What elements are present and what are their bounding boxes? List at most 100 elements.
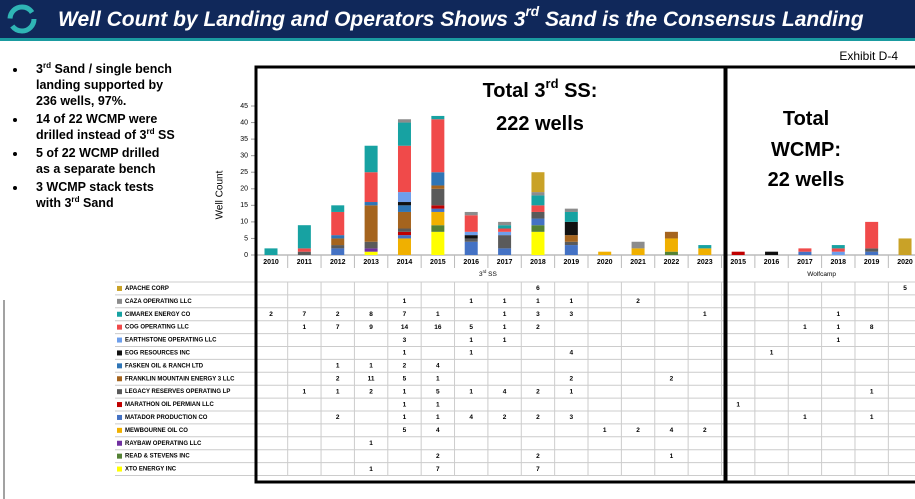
bar-segment — [431, 185, 445, 189]
annotation: 222 wells — [496, 113, 584, 135]
table-cell: 1 — [403, 414, 407, 421]
bar-segment — [331, 248, 345, 255]
legend-swatch — [117, 285, 122, 291]
superscript: rd — [71, 195, 79, 204]
legend-label: CIMAREX ENERGY CO — [125, 312, 191, 318]
x-tick-label: 2014 — [397, 259, 413, 266]
bar-segment — [431, 231, 445, 255]
x-tick-label: 2018 — [831, 259, 847, 266]
table-cell: 3 — [570, 414, 574, 421]
table-cell: 1 — [703, 311, 707, 318]
bullet-text: 5 of 22 WCMP drilled — [36, 146, 159, 160]
legend-label: MARATHON OIL PERMIAN LLC — [125, 402, 214, 408]
bar-segment — [297, 248, 311, 252]
bar-segment — [531, 172, 545, 193]
bar-segment — [431, 225, 445, 232]
bar-segment — [397, 235, 411, 239]
bar-segment — [831, 251, 845, 255]
legend-label: READ & STEVENS INC — [125, 454, 190, 460]
table-cell: 7 — [403, 311, 407, 318]
legend-label: APACHE CORP — [125, 286, 169, 292]
table-cell: 8 — [870, 324, 874, 331]
legend-swatch — [117, 402, 122, 408]
table-cell: 1 — [603, 427, 607, 434]
table-cell: 2 — [703, 427, 707, 434]
bar-segment — [431, 119, 445, 173]
bar-segment — [698, 248, 712, 255]
legend-label: COG OPERATING LLC — [125, 325, 190, 331]
table-cell: 2 — [536, 453, 540, 460]
legend-swatch — [117, 427, 122, 433]
table-cell: 2 — [536, 388, 540, 395]
x-tick-label: 2015 — [430, 259, 446, 266]
bar-segment — [498, 221, 512, 226]
text-run: Wolfcamp — [807, 271, 836, 278]
table-cell: 8 — [369, 311, 373, 318]
bar-segment — [564, 211, 578, 222]
table-cell: 4 — [436, 427, 440, 434]
table-cell: 4 — [469, 414, 473, 421]
table-cell: 2 — [369, 388, 373, 395]
bar-segment — [664, 238, 678, 252]
legend-swatch — [117, 376, 122, 382]
x-tick-label: 2022 — [664, 259, 680, 266]
superscript: rd — [146, 127, 154, 136]
box-wolfcamp — [724, 65, 915, 484]
table-cell: 2 — [336, 311, 340, 318]
text-run: Sand — [80, 196, 114, 210]
bar-segment — [531, 195, 545, 206]
superscript: rd — [526, 4, 540, 19]
bullet-dot — [13, 118, 17, 122]
bar-segment — [431, 115, 445, 120]
x-tick-label: 2013 — [363, 259, 379, 266]
bar-segment — [498, 228, 512, 232]
table-cell: 7 — [536, 466, 540, 473]
y-tick-label: 45 — [240, 103, 248, 110]
superscript: rd — [546, 76, 559, 91]
table-cell: 3 — [536, 311, 540, 318]
bar-segment — [364, 241, 378, 249]
bullet-dot — [13, 186, 17, 190]
text-run: Well Count by Landing and Operators Show… — [58, 8, 526, 31]
x-tick-label: 2011 — [297, 259, 312, 266]
y-tick-label: 15 — [240, 202, 248, 209]
legend-swatch — [117, 324, 122, 330]
table-cell: 1 — [436, 401, 440, 408]
text-run: 3 — [36, 62, 43, 76]
bar-segment — [798, 251, 812, 255]
table-cell: 1 — [503, 324, 507, 331]
table-cell: 2 — [670, 375, 674, 382]
x-tick-label: 2017 — [497, 259, 513, 266]
table-cell: 2 — [436, 453, 440, 460]
x-tick-label: 2016 — [463, 259, 479, 266]
text-run: 14 of 22 WCMP were — [36, 112, 157, 126]
text-run: SS: — [559, 80, 598, 102]
bar-segment — [865, 221, 879, 249]
text-run: SS — [486, 271, 497, 278]
table-cell: 11 — [368, 375, 375, 382]
bar-segment — [831, 248, 845, 252]
table-cell: 1 — [469, 337, 473, 344]
bar-segment — [531, 225, 545, 232]
legend-swatch — [117, 440, 122, 446]
bar-segment — [297, 225, 311, 249]
bar-segment — [798, 248, 812, 252]
table-cell: 9 — [369, 324, 373, 331]
table-cell: 1 — [369, 440, 373, 447]
bar-segment — [264, 248, 278, 255]
table-cell: 7 — [303, 311, 307, 318]
x-tick-label: 2020 — [597, 259, 613, 266]
bar-segment — [731, 251, 745, 255]
legend-label: CAZA OPERATING LLC — [125, 299, 192, 305]
table-cell: 1 — [369, 466, 373, 473]
legend-swatch — [117, 350, 122, 356]
legend-swatch — [117, 337, 122, 343]
bar-segment — [364, 172, 378, 203]
exhibit-label: Exhibit D-4 — [839, 49, 898, 63]
bar-segment — [698, 245, 712, 249]
text-run: 5 of 22 WCMP drilled — [36, 146, 159, 160]
legend-swatch — [117, 298, 122, 304]
annotation: Total — [783, 108, 829, 130]
bar-segment — [898, 238, 912, 255]
table-cell: 5 — [903, 285, 907, 292]
